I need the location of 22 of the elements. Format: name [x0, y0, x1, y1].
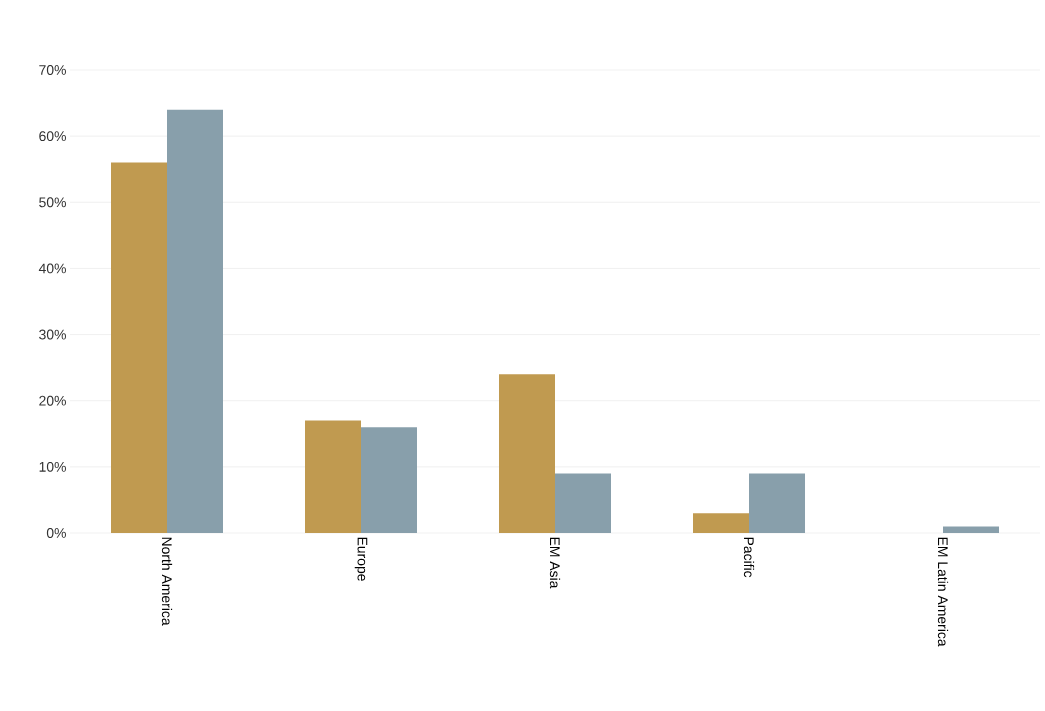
y-tick-label: 70%: [39, 65, 66, 75]
bar: [749, 473, 806, 533]
x-tick-label: EM Asia: [549, 537, 561, 589]
bar: [555, 473, 611, 533]
y-tick-label: 10%: [39, 461, 66, 472]
y-tick-label: 50%: [39, 197, 66, 208]
bar: [693, 513, 749, 533]
x-tick-label: North America: [161, 537, 173, 626]
x-tick-label: Pacific: [743, 537, 755, 578]
y-tick-label: 40%: [38, 263, 66, 274]
y-tick-label: 0%: [46, 528, 66, 538]
bar: [361, 427, 417, 533]
bar: [111, 162, 167, 533]
bar: [499, 374, 555, 533]
y-tick-label: 20%: [39, 395, 66, 406]
y-tick-label: 60%: [39, 131, 66, 142]
bar: [943, 526, 1000, 533]
x-tick-label: Europe: [354, 537, 368, 581]
x-tick-label: EM Latin America: [937, 537, 949, 647]
bar: [305, 420, 361, 533]
bar: [167, 109, 223, 533]
y-tick-label: 30%: [39, 329, 66, 340]
